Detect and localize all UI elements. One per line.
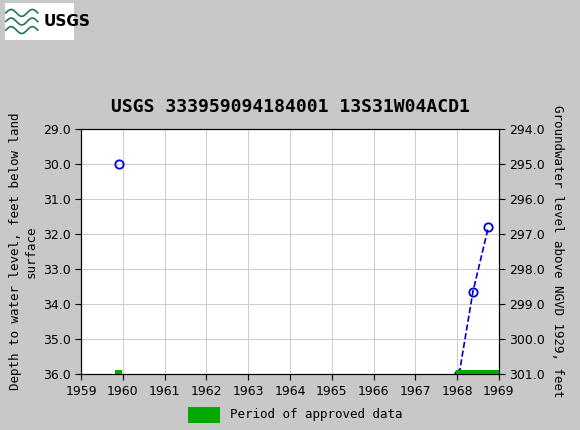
Bar — [456, 369, 499, 374]
Bar — [188, 407, 220, 423]
Y-axis label: Groundwater level above NGVD 1929, feet: Groundwater level above NGVD 1929, feet — [550, 105, 564, 398]
Text: Period of approved data: Period of approved data — [230, 408, 402, 421]
Text: USGS 333959094184001 13S31W04ACD1: USGS 333959094184001 13S31W04ACD1 — [111, 98, 469, 116]
Text: USGS: USGS — [44, 14, 90, 29]
Bar — [5, 3, 74, 40]
Bar — [115, 369, 122, 374]
Y-axis label: Depth to water level, feet below land
surface: Depth to water level, feet below land su… — [9, 113, 37, 390]
